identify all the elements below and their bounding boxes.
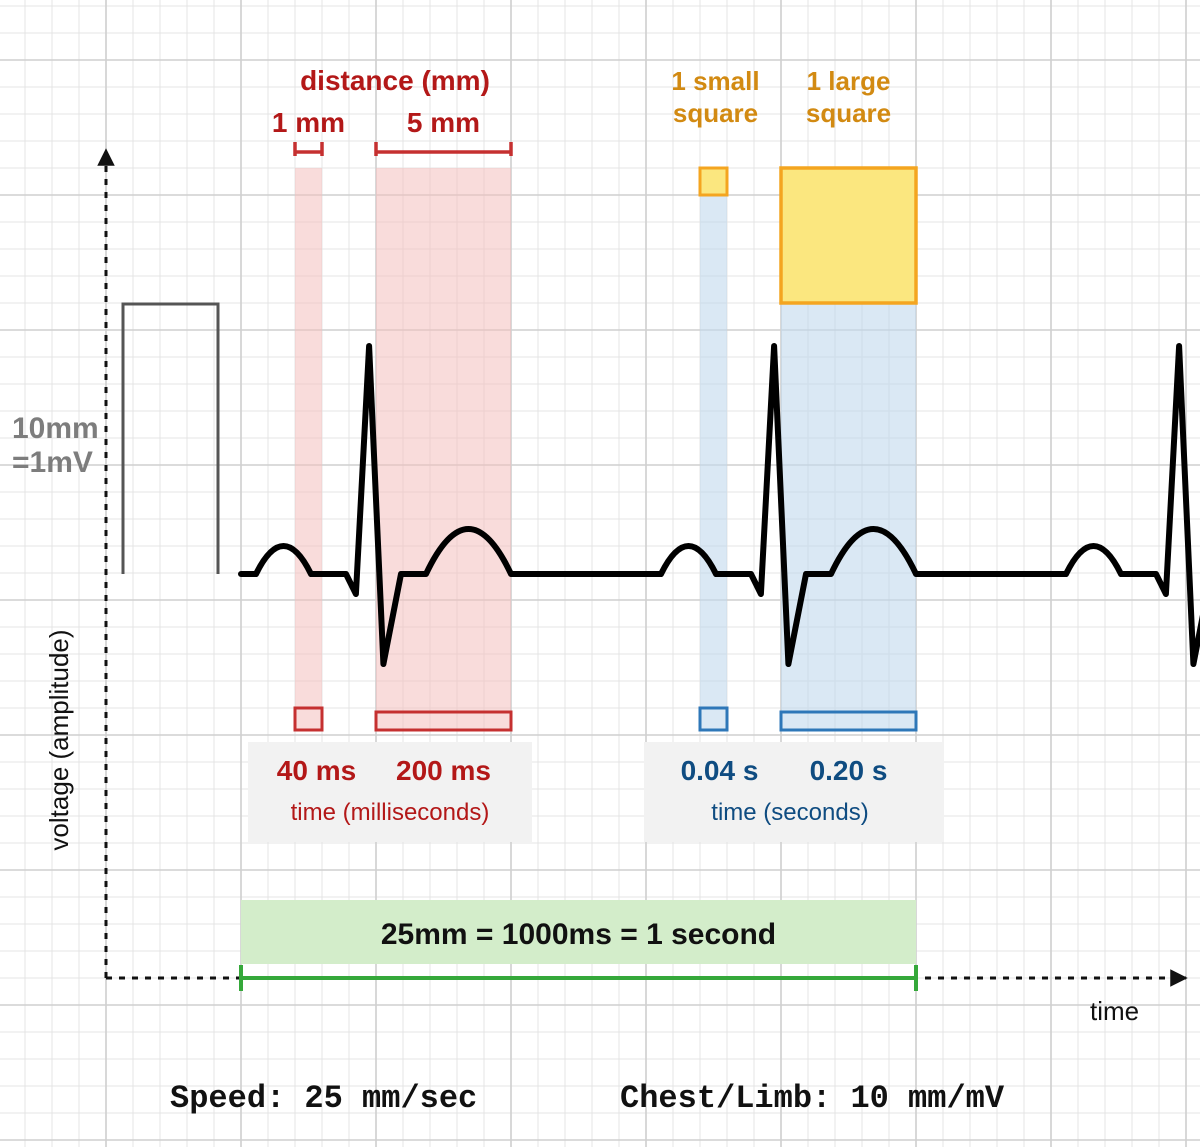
orange-small-square — [700, 168, 727, 195]
orange-large-label2: square — [806, 98, 891, 128]
green-label: 25mm = 1000ms = 1 second — [381, 918, 776, 951]
red-5mm-label: 5 mm — [407, 107, 480, 138]
red-heading: distance (mm) — [300, 65, 490, 96]
y-axis-label: voltage (amplitude) — [44, 629, 74, 850]
red-40ms-label: 40 ms — [277, 755, 356, 786]
footer-speed: Speed: 25 mm/sec — [170, 1080, 477, 1117]
orange-large-square — [781, 168, 916, 303]
orange-small-label2: square — [673, 98, 758, 128]
orange-large-label1: 1 large — [807, 66, 891, 96]
blue-020s-label: 0.20 s — [810, 755, 888, 786]
blue-band-small — [700, 195, 727, 730]
red-band-1mm — [295, 168, 322, 730]
red-200ms-label: 200 ms — [396, 755, 491, 786]
footer-chest: Chest/Limb: 10 mm/mV — [620, 1080, 1005, 1117]
blue-footer-label: time (seconds) — [711, 799, 868, 826]
calibration-pulse — [123, 304, 218, 574]
calibration-label-line1: 10mm — [12, 412, 99, 445]
red-1mm-label: 1 mm — [272, 107, 345, 138]
red-footer-label: time (milliseconds) — [291, 799, 490, 826]
orange-small-label1: 1 small — [671, 66, 759, 96]
red-band-5mm — [376, 168, 511, 730]
calibration-label-line2: =1mV — [12, 446, 93, 479]
x-axis-label: time — [1090, 996, 1139, 1026]
ecg-calibration-diagram: voltage (amplitude) time 10mm=1mV distance … — [0, 0, 1200, 1147]
blue-004s-label: 0.04 s — [681, 755, 759, 786]
